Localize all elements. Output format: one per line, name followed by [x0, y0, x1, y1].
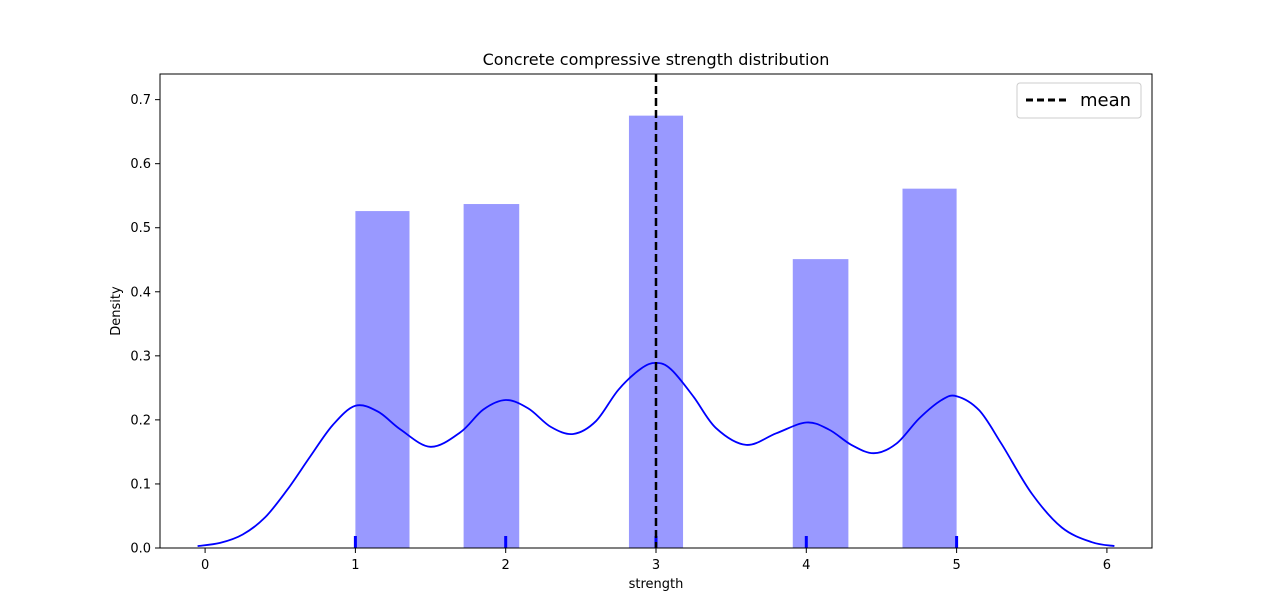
- histogram-bar-2: [463, 204, 520, 548]
- legend: mean: [1016, 82, 1142, 119]
- x-tick-label: 0: [201, 558, 209, 573]
- chart-title: Concrete compressive strength distributi…: [483, 50, 830, 69]
- x-tick-label: 3: [652, 558, 660, 573]
- x-tick-label: 6: [1103, 558, 1111, 573]
- x-axis-label: strength: [629, 577, 684, 592]
- x-tick-label: 2: [502, 558, 510, 573]
- histogram-bars: [355, 115, 957, 549]
- kde-curve: [197, 361, 1115, 547]
- y-tick-label: 0.1: [130, 477, 151, 492]
- y-tick-label: 0.3: [130, 349, 151, 364]
- x-tick-label: 5: [952, 558, 960, 573]
- y-tick-label: 0.0: [130, 542, 151, 557]
- histogram-bar-5: [902, 188, 957, 549]
- y-tick-label: 0.6: [130, 157, 151, 172]
- histogram-bar-4: [792, 259, 849, 548]
- x-tick-label: 4: [802, 558, 810, 573]
- y-axis-label: Density: [109, 286, 124, 336]
- histogram-bar-1: [355, 211, 410, 548]
- y-tick-label: 0.2: [130, 413, 151, 428]
- legend-box: [1016, 82, 1142, 119]
- y-tick-label: 0.5: [130, 221, 151, 236]
- y-axis-ticks: 0.0 0.1 0.2 0.3 0.4 0.5 0.6 0.7: [130, 93, 160, 557]
- kde-curve-layer: [197, 361, 1115, 547]
- y-tick-label: 0.4: [130, 285, 151, 300]
- y-tick-label: 0.7: [130, 93, 151, 108]
- legend-mean-label: mean: [1080, 90, 1131, 111]
- x-axis-ticks: 0 1 2 3 4 5 6: [201, 548, 1111, 573]
- x-tick-label: 1: [351, 558, 359, 573]
